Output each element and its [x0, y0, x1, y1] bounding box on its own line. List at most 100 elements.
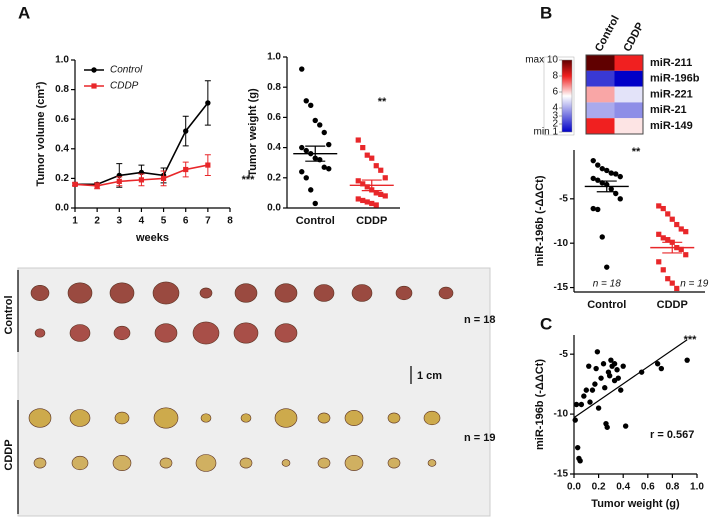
- x-tick-label: CDDP: [657, 299, 688, 311]
- panel-label: C: [540, 314, 552, 333]
- point: [612, 361, 617, 366]
- y-tick-label: -5: [559, 349, 568, 360]
- annotation: ***: [684, 334, 698, 346]
- point: [326, 166, 331, 171]
- point: [618, 387, 623, 392]
- tumor: [282, 460, 290, 467]
- point: [665, 237, 670, 242]
- tumor: [388, 458, 400, 468]
- point: [369, 201, 374, 206]
- y-tick-label: -10: [554, 409, 569, 420]
- point: [621, 363, 626, 368]
- point: [205, 162, 210, 167]
- point: [304, 175, 309, 180]
- heatmap-cell: [586, 102, 615, 118]
- tumor: [68, 283, 92, 303]
- n-label: n = 19: [680, 279, 709, 290]
- x-tick-label: 3: [117, 216, 123, 227]
- tumor: [115, 412, 129, 424]
- x-axis-label: weeks: [135, 232, 169, 244]
- tumor: [424, 411, 440, 425]
- x-tick-label: 6: [183, 216, 189, 227]
- point: [609, 170, 614, 175]
- tumor: [34, 458, 46, 468]
- tumor: [110, 283, 134, 303]
- tumor: [200, 288, 212, 298]
- point: [369, 156, 374, 161]
- r-label: r = 0.567: [650, 429, 694, 441]
- heatmap-cell: [586, 87, 615, 103]
- scale-label: 1 cm: [417, 370, 442, 382]
- point: [605, 425, 610, 430]
- colorbar: [562, 60, 572, 132]
- count-label: n = 19: [464, 432, 496, 444]
- point: [618, 174, 623, 179]
- y-axis-label: miR-196b (-ΔΔCt): [534, 175, 546, 266]
- point: [659, 366, 664, 371]
- tumor: [275, 284, 297, 303]
- point: [161, 176, 166, 181]
- point: [623, 423, 628, 428]
- point: [360, 198, 365, 203]
- y-tick-label: 0.8: [267, 82, 281, 93]
- legend-label: CDDP: [110, 81, 139, 92]
- point: [356, 178, 361, 183]
- tumor: [318, 413, 330, 423]
- photo-background: [18, 268, 490, 516]
- legend-label: Control: [110, 65, 143, 76]
- column-label: CDDP: [621, 21, 646, 54]
- point: [308, 103, 313, 108]
- y-tick-label: -15: [554, 469, 569, 480]
- point: [674, 222, 679, 227]
- point: [665, 211, 670, 216]
- point: [595, 349, 600, 354]
- y-tick-label: 0.4: [55, 143, 69, 154]
- point: [308, 187, 313, 192]
- point: [299, 66, 304, 71]
- point: [183, 128, 188, 133]
- panel-label: A: [18, 3, 30, 22]
- tumor: [193, 322, 219, 344]
- tumor: [345, 410, 363, 425]
- row-label: miR-196b: [650, 73, 700, 85]
- row-label: miR-21: [650, 104, 687, 116]
- y-tick-label: 0.4: [267, 142, 281, 153]
- tumor: [114, 326, 130, 340]
- x-tick-label: Control: [296, 215, 335, 227]
- y-axis-label: Tumor volume (cm³): [35, 81, 47, 186]
- point: [365, 199, 370, 204]
- point: [205, 100, 210, 105]
- x-tick-label: 0.6: [641, 482, 655, 493]
- tumor: [196, 455, 216, 472]
- point: [661, 267, 666, 272]
- x-tick-label: 7: [205, 216, 211, 227]
- point: [313, 118, 318, 123]
- trendline: [574, 340, 687, 418]
- panel-label: B: [540, 3, 552, 22]
- n-label: n = 18: [593, 279, 622, 290]
- point: [665, 276, 670, 281]
- point: [72, 182, 77, 187]
- y-tick-label: 0.0: [267, 203, 281, 214]
- x-tick-label: 1.0: [690, 482, 704, 493]
- y-axis-label: miR-196b (-ΔΔCt): [534, 359, 546, 450]
- point: [618, 196, 623, 201]
- y-tick-label: -5: [559, 193, 568, 204]
- point: [304, 98, 309, 103]
- tumor: [234, 323, 258, 343]
- point: [574, 402, 579, 407]
- point: [317, 122, 322, 127]
- tumor: [345, 455, 363, 470]
- point: [598, 375, 603, 380]
- y-axis-label: Tumor weight (g): [247, 88, 259, 177]
- y-tick-label: -10: [554, 238, 569, 249]
- tumor: [240, 458, 252, 468]
- count-label: n = 18: [464, 314, 496, 326]
- point: [595, 177, 600, 182]
- point: [577, 458, 582, 463]
- point: [579, 402, 584, 407]
- tumor: [352, 285, 372, 302]
- tumor: [70, 325, 90, 342]
- y-tick-label: -15: [554, 282, 569, 293]
- colorbar-tick-label: min 1: [534, 127, 559, 138]
